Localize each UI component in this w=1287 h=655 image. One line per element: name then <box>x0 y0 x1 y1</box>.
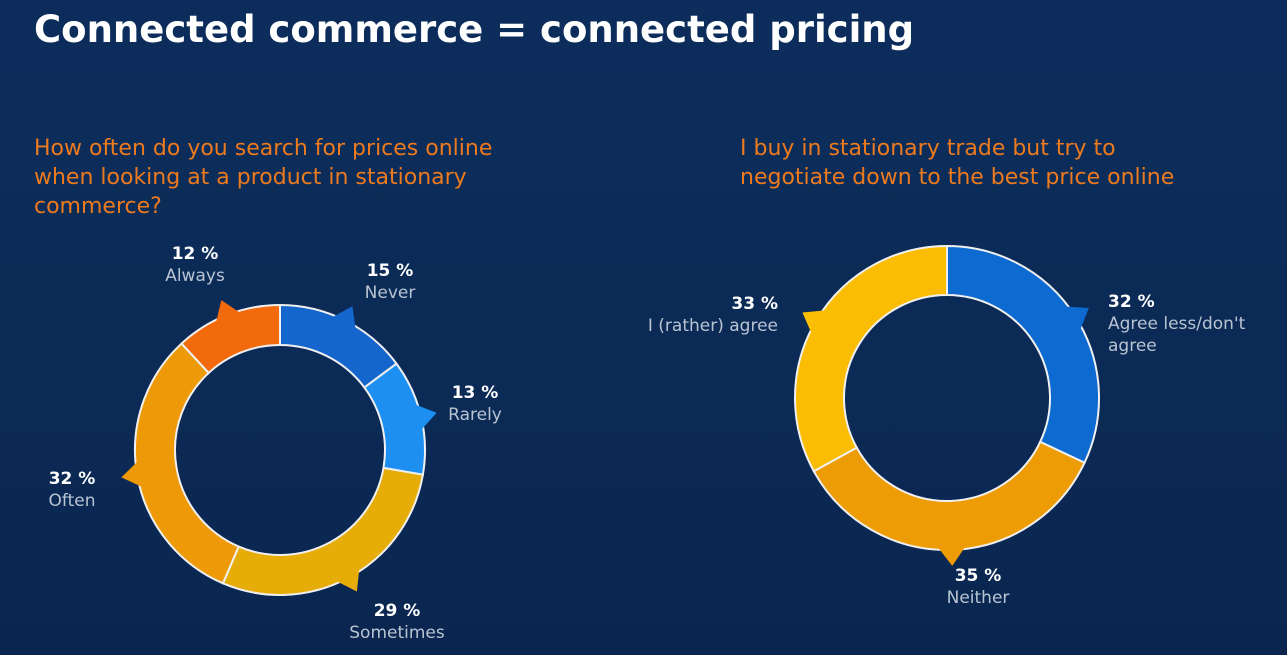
value-label: 12 % <box>171 244 219 264</box>
donut-slice <box>794 244 948 473</box>
value-label: 32 % <box>48 469 96 489</box>
category-label: Neither <box>946 588 1010 608</box>
slice-pointer <box>336 569 360 592</box>
slice-label: 33 % I (rather) agree <box>608 293 778 337</box>
value-label: 32 % <box>1108 292 1155 312</box>
category-label: Never <box>364 283 416 303</box>
slice-label: 13 % Rarely <box>448 382 502 426</box>
value-label: 35 % <box>954 566 1002 586</box>
slice-label: 12 % Always <box>165 243 225 287</box>
category-label: Sometimes <box>349 623 445 643</box>
slice-pointer <box>1065 306 1089 330</box>
value-label: 15 % <box>366 261 414 281</box>
slice-label: 32 % Agree less/don't agree <box>1108 291 1258 357</box>
donut-slice <box>946 244 1100 465</box>
chart-title: I buy in stationary trade but try to neg… <box>740 136 1175 190</box>
slice-pointer <box>121 461 142 487</box>
value-label: 13 % <box>451 383 499 403</box>
donut-slice <box>134 342 241 585</box>
slice-pointer <box>332 306 356 329</box>
donut-slice <box>362 362 426 476</box>
chart-title: How often do you search for prices onlin… <box>34 136 493 219</box>
category-label: Rarely <box>448 405 502 425</box>
slice-label: 35 % Neither <box>947 565 1010 609</box>
slice-pointer <box>802 310 826 334</box>
value-label: 29 % <box>373 601 421 621</box>
value-label: 33 % <box>731 294 778 314</box>
slice-label: 29 % Sometimes <box>349 600 444 644</box>
category-label: Always <box>165 266 225 286</box>
category-label: I (rather) agree <box>647 316 778 336</box>
category-label: Often <box>48 491 96 511</box>
slice-label: 32 % Often <box>49 468 96 512</box>
slice-pointer <box>938 546 966 566</box>
donut-slice <box>221 466 425 596</box>
category-label: Agree less/don't agree <box>1108 314 1246 356</box>
slice-pointer <box>415 404 437 430</box>
slice-label: 15 % Never <box>365 260 416 304</box>
slide-title: Connected commerce = connected pricing <box>34 8 915 51</box>
slice-pointer <box>216 300 241 323</box>
donut-slice <box>812 440 1086 551</box>
donut-slice <box>180 303 281 375</box>
